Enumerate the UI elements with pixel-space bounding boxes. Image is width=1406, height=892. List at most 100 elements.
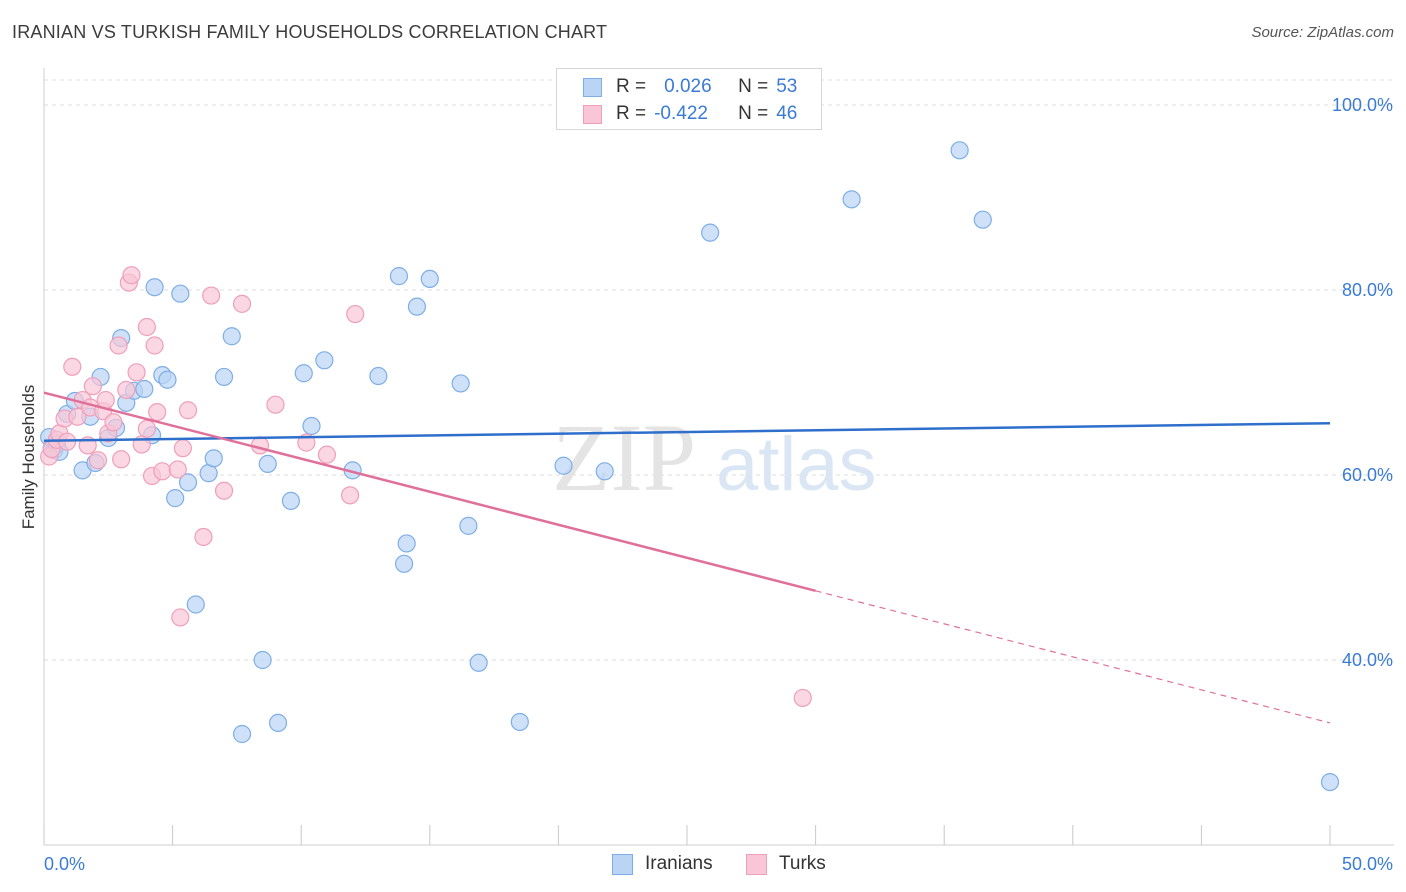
iranian-point bbox=[407, 297, 427, 316]
turkish-point bbox=[68, 407, 87, 426]
iranian-point bbox=[258, 454, 277, 473]
iranians-swatch bbox=[583, 77, 602, 97]
iranian-point bbox=[1320, 772, 1340, 792]
n-label: N = bbox=[738, 76, 769, 97]
turkish-point bbox=[137, 419, 156, 438]
iranian-point bbox=[973, 210, 992, 229]
y-tick-label: 40.0% bbox=[1342, 650, 1393, 670]
legend-row-iranians: R = 0.026 N = 53 bbox=[583, 75, 797, 99]
iranian-point bbox=[369, 366, 388, 386]
grid-lines bbox=[44, 79, 1394, 661]
turkish-point bbox=[117, 380, 136, 399]
turkish-point bbox=[63, 357, 82, 376]
turks-swatch bbox=[583, 104, 602, 124]
iranians-n-value: 53 bbox=[776, 76, 798, 97]
n-label: N = bbox=[738, 103, 769, 124]
tick-labels: 40.0% 60.0% 80.0% 100.0% 0.0% 50.0% bbox=[44, 95, 1393, 874]
r-label: R = bbox=[616, 76, 647, 97]
y-tick-label: 60.0% bbox=[1342, 465, 1393, 485]
turks-n-value: 46 bbox=[776, 103, 798, 124]
turkish-point bbox=[340, 486, 360, 505]
turkish-point bbox=[83, 377, 102, 396]
watermark: ZIP atlas bbox=[552, 404, 877, 511]
source-credit: Source: ZipAtlas.com bbox=[1251, 24, 1394, 41]
turkish-point bbox=[168, 460, 187, 479]
turks-trend-line bbox=[43, 391, 816, 593]
turkish-point bbox=[178, 401, 198, 420]
turkish-point bbox=[202, 286, 221, 305]
turkish-point bbox=[153, 462, 172, 481]
y-tick-label: 100.0% bbox=[1332, 95, 1393, 115]
turkish-point bbox=[112, 450, 131, 469]
iranian-point bbox=[420, 269, 439, 288]
turkish-point bbox=[109, 336, 128, 355]
iranian-point bbox=[281, 491, 301, 510]
iranian-point bbox=[459, 516, 478, 535]
iranian-point bbox=[302, 416, 321, 436]
turkish-point bbox=[214, 481, 234, 500]
iranian-point bbox=[397, 534, 416, 553]
iranian-point bbox=[554, 456, 573, 475]
iranian-point bbox=[268, 713, 288, 733]
bottom-legend-turks[interactable]: Turks bbox=[746, 852, 826, 876]
turkish-point bbox=[137, 317, 156, 337]
turkish-point bbox=[266, 395, 285, 414]
turkish-point bbox=[145, 336, 164, 355]
iranian-point bbox=[253, 650, 272, 670]
turkish-point bbox=[317, 445, 337, 464]
iranian-point bbox=[595, 462, 614, 481]
iranians-r-value: 0.026 bbox=[664, 76, 712, 97]
watermark-zip: ZIP bbox=[552, 404, 696, 511]
iranian-point bbox=[394, 554, 414, 573]
trend-lines bbox=[43, 391, 1331, 724]
x-tick-label: 0.0% bbox=[44, 854, 85, 874]
iranian-point bbox=[389, 267, 409, 286]
iranian-point bbox=[232, 724, 252, 744]
turkish-point bbox=[127, 363, 146, 382]
turkish-point bbox=[122, 266, 141, 285]
iranian-point bbox=[186, 595, 205, 614]
turkish-point bbox=[171, 608, 190, 627]
turkish-point bbox=[173, 439, 192, 458]
turkish-point bbox=[232, 294, 252, 313]
iranian-point bbox=[701, 223, 720, 242]
iranian-point bbox=[451, 374, 470, 393]
iranian-point bbox=[469, 653, 488, 672]
iranian-point bbox=[145, 278, 164, 297]
r-label: R = bbox=[616, 103, 647, 124]
turks-r-value: -0.422 bbox=[654, 103, 708, 124]
iranian-point bbox=[294, 364, 313, 383]
iranian-point bbox=[171, 284, 190, 303]
iranian-point bbox=[222, 327, 241, 346]
turks-legend-label: Turks bbox=[779, 853, 826, 874]
iranian-point bbox=[135, 379, 154, 399]
chart-title: IRANIAN VS TURKISH FAMILY HOUSEHOLDS COR… bbox=[12, 22, 608, 42]
iranian-point bbox=[178, 473, 198, 492]
iranian-point bbox=[510, 712, 529, 732]
turkish-point bbox=[88, 451, 108, 470]
turkish-point bbox=[194, 527, 213, 547]
iranian-point bbox=[166, 489, 185, 508]
iranians-legend-swatch bbox=[612, 853, 633, 875]
y-axis-label: Family Households bbox=[19, 385, 38, 530]
iranians-legend-label: Iranians bbox=[645, 853, 713, 874]
turkish-point bbox=[104, 413, 123, 432]
correlation-legend: R = 0.026 N = 53 R = -0.422 N = 46 bbox=[556, 68, 822, 130]
iranian-point bbox=[950, 141, 969, 160]
turks-legend-swatch bbox=[746, 853, 767, 875]
bottom-legend-iranians[interactable]: Iranians bbox=[612, 852, 713, 876]
data-points bbox=[40, 141, 1340, 792]
iranian-point bbox=[842, 190, 861, 209]
y-tick-label: 80.0% bbox=[1342, 280, 1393, 300]
turks-trend-extension bbox=[815, 590, 1331, 724]
x-tick-label: 50.0% bbox=[1342, 854, 1393, 874]
iranian-point bbox=[214, 367, 234, 387]
iranian-point bbox=[315, 351, 334, 370]
watermark-atlas: atlas bbox=[716, 422, 877, 507]
iranian-point bbox=[158, 370, 177, 389]
turkish-point bbox=[793, 688, 812, 708]
iranian-point bbox=[204, 449, 223, 468]
legend-row-turks: R = -0.422 N = 46 bbox=[583, 102, 797, 126]
iranians-trend-line bbox=[43, 421, 1331, 443]
